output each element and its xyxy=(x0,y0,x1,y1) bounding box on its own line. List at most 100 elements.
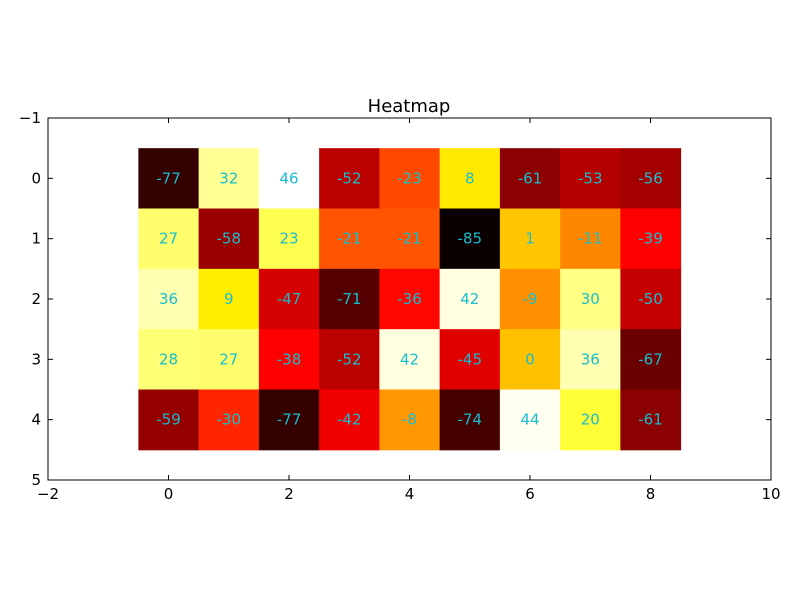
heatmap-cell xyxy=(138,329,200,390)
cell-value-label: -36 xyxy=(397,290,422,308)
cell-value-label: -8 xyxy=(402,411,417,429)
heatmap-cell xyxy=(319,268,380,330)
heatmap-cell xyxy=(319,148,380,209)
heatmap-cell xyxy=(198,268,260,330)
cell-value-label: -21 xyxy=(397,230,422,248)
cell-value-label: 44 xyxy=(520,411,539,429)
cell-value-label: -67 xyxy=(638,350,663,368)
heatmap-cell xyxy=(258,208,320,270)
heatmap-cell xyxy=(439,268,501,330)
x-tick-label: 10 xyxy=(761,485,780,503)
heatmap-cell xyxy=(560,389,621,451)
cell-value-label: -21 xyxy=(337,230,362,248)
heatmap-cell xyxy=(560,148,621,209)
heatmap-cell xyxy=(138,148,200,209)
cell-value-label: -23 xyxy=(397,169,422,187)
heatmap-cell xyxy=(258,329,320,390)
y-tick-label: 0 xyxy=(31,169,41,187)
heatmap-cell xyxy=(198,208,260,270)
heatmap-cell xyxy=(258,148,320,209)
x-axis: −2 0 2 4 6 8 10 xyxy=(37,118,781,503)
heatmap-cell xyxy=(620,329,682,390)
cell-value-label: -77 xyxy=(156,169,181,187)
heatmap-cell xyxy=(258,389,320,451)
cell-value-label: -30 xyxy=(217,411,242,429)
heatmap-cell xyxy=(560,208,621,270)
heatmap-cell xyxy=(379,148,441,209)
heatmap-cell xyxy=(319,208,380,270)
heatmap-cell xyxy=(620,389,682,451)
x-tick-label: 4 xyxy=(405,485,415,503)
cell-value-label: -77 xyxy=(277,411,302,429)
x-tick-label: 2 xyxy=(284,485,294,503)
cell-value-label: -59 xyxy=(156,411,181,429)
x-tick-label: 8 xyxy=(646,485,656,503)
heatmap-cell xyxy=(379,268,441,330)
cell-value-label: 8 xyxy=(465,169,475,187)
heatmap-cell xyxy=(379,208,441,270)
y-tick-label: −1 xyxy=(19,109,41,127)
heatmap-cell xyxy=(620,148,682,209)
cell-value-label: 27 xyxy=(159,230,178,248)
cell-value-label: 42 xyxy=(460,290,479,308)
heatmap-cell xyxy=(499,268,561,330)
heatmap-cell xyxy=(198,389,260,451)
cell-value-label: -71 xyxy=(337,290,362,308)
y-tick-label: 2 xyxy=(31,290,41,308)
heatmap-cell xyxy=(439,329,501,390)
x-tick-label: 6 xyxy=(525,485,535,503)
cell-value-label: -38 xyxy=(277,350,302,368)
heatmap-cell xyxy=(620,208,682,270)
cell-value-label: -58 xyxy=(217,230,242,248)
heatmap-cell xyxy=(499,329,561,390)
heatmap-cell xyxy=(258,268,320,330)
cell-value-label: 30 xyxy=(581,290,600,308)
heatmap-cell xyxy=(138,389,200,451)
heatmap-cell xyxy=(499,208,561,270)
chart-title: Heatmap xyxy=(368,96,451,117)
cell-value-label: -53 xyxy=(578,169,603,187)
cell-value-label: -74 xyxy=(458,411,483,429)
cell-value-label: 28 xyxy=(159,350,178,368)
y-tick-label: 4 xyxy=(31,411,41,429)
cell-value-label: -42 xyxy=(337,411,362,429)
cell-value-label: -50 xyxy=(638,290,663,308)
heatmap-cell xyxy=(198,148,260,209)
cell-value-label: 23 xyxy=(279,230,298,248)
cell-value-label: -11 xyxy=(578,230,603,248)
cell-value-label: -85 xyxy=(458,230,483,248)
y-tick-label: 5 xyxy=(31,471,41,489)
heatmap-cell xyxy=(138,208,200,270)
cell-value-label: 32 xyxy=(219,169,238,187)
heatmap-cell-labels: -77 32 46 -52 -23 8 -61 -53 -56 27 -58 23 -21 -21 -85 1… xyxy=(156,169,663,428)
cell-value-label: -9 xyxy=(523,290,538,308)
heatmap-cell xyxy=(319,329,380,390)
heatmap-cell xyxy=(198,329,260,390)
heatmap-cell xyxy=(439,208,501,270)
cell-value-label: -61 xyxy=(518,169,543,187)
x-tick-label: 0 xyxy=(164,485,174,503)
cell-value-label: 1 xyxy=(525,230,535,248)
heatmap-cell xyxy=(439,148,501,209)
cell-value-label: -52 xyxy=(337,350,362,368)
cell-value-label: 9 xyxy=(224,290,234,308)
heatmap-cell xyxy=(439,389,501,451)
cell-value-label: -47 xyxy=(277,290,302,308)
heatmap-cell xyxy=(499,148,561,209)
heatmap-cell xyxy=(319,389,380,451)
cell-value-label: -61 xyxy=(638,411,663,429)
cell-value-label: 42 xyxy=(400,350,419,368)
cell-value-label: -39 xyxy=(638,230,663,248)
y-tick-label: 3 xyxy=(31,350,41,368)
cell-value-label: 27 xyxy=(219,350,238,368)
heatmap-cell xyxy=(499,389,561,451)
cell-value-label: 20 xyxy=(581,411,600,429)
cell-value-label: -56 xyxy=(638,169,663,187)
heatmap-cell xyxy=(560,268,621,330)
heatmap-cell xyxy=(620,268,682,330)
cell-value-label: 0 xyxy=(525,350,535,368)
cell-value-label: -45 xyxy=(458,350,483,368)
x-tick-label: −2 xyxy=(37,485,59,503)
